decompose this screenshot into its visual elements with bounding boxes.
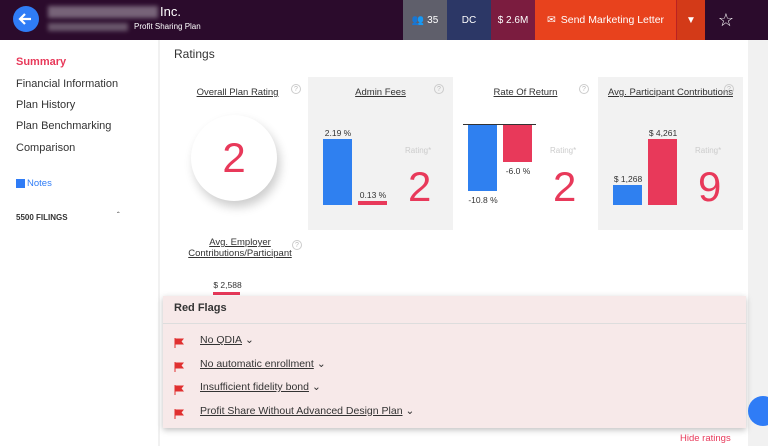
badge-text: DC <box>461 14 477 26</box>
badge-text: $ 2.6M <box>497 14 529 26</box>
fab[interactable] <box>748 396 768 426</box>
overall-rating: 2 <box>222 134 246 181</box>
badge-text: 35 <box>427 14 439 26</box>
blurred-name <box>48 6 158 18</box>
card-title: Avg. Employer Contributions/Participant <box>188 237 292 259</box>
chevron: ⌄ <box>311 381 321 393</box>
nav-item[interactable]: Comparison <box>16 142 76 154</box>
bar <box>358 201 387 205</box>
bar-label: -10.8 % <box>468 195 498 205</box>
rating-label: Rating* <box>550 146 577 155</box>
plan-type: Profit Sharing Plan <box>134 22 201 31</box>
bar-label: -6.0 % <box>505 165 531 176</box>
bar <box>323 139 352 205</box>
red-flag-item[interactable]: Insufficient fidelity bond ⌄ <box>200 381 321 393</box>
type-badge[interactable]: DC <box>447 0 491 40</box>
baseline <box>463 124 536 125</box>
flag-icon <box>174 406 185 419</box>
section-title: Ratings <box>174 47 215 61</box>
help-icon[interactable]: ? <box>292 240 302 250</box>
rating-label: Rating* <box>405 146 432 155</box>
rating: 2 <box>553 163 577 210</box>
red-flags-panel <box>163 296 746 428</box>
card-title: Avg. Participant Contributions <box>608 87 733 98</box>
blurred-id <box>48 23 128 31</box>
rating: 9 <box>698 163 722 210</box>
nav-item[interactable]: Financial Information <box>16 78 119 90</box>
help-icon[interactable]: ? <box>291 84 301 94</box>
nav-item[interactable]: Summary <box>16 56 67 68</box>
chevron: ⌄ <box>405 404 415 417</box>
card-title: Overall Plan Rating <box>196 87 279 98</box>
help-icon[interactable]: ? <box>724 84 734 94</box>
plan-title: Inc. <box>160 4 181 19</box>
help-icon[interactable]: ? <box>434 84 444 94</box>
send-letter-button[interactable]: ✉ Send Marketing Letter <box>535 0 676 40</box>
nav-item[interactable]: Plan History <box>16 99 76 111</box>
bar <box>503 125 532 162</box>
bar <box>613 185 642 205</box>
card-title: Rate Of Return <box>493 87 558 98</box>
flag-icon <box>174 382 185 395</box>
filings-toggle[interactable]: 5500 FILINGS <box>16 213 68 222</box>
bar <box>213 292 240 295</box>
help-icon[interactable]: ? <box>579 84 589 94</box>
red-flag-item[interactable]: No QDIA ⌄ <box>200 334 254 346</box>
bar-label: $ 4,261 <box>648 128 678 138</box>
nav-item[interactable]: Plan Benchmarking <box>16 120 112 132</box>
bar-label: 2.19 % <box>324 128 352 138</box>
red-flag-item[interactable]: Profit Share Without Advanced Design Pla… <box>200 404 415 417</box>
button-text: Send Marketing Letter <box>560 14 665 26</box>
rating-label: Rating* <box>695 146 722 155</box>
participants-badge[interactable]: 👥 35 <box>403 0 447 40</box>
assets-badge[interactable]: $ 2.6M <box>491 0 535 40</box>
bar <box>468 125 497 191</box>
card-title: Admin Fees <box>355 87 406 98</box>
flag-icon <box>174 335 185 348</box>
divider <box>163 323 746 324</box>
notes-link[interactable]: Notes <box>27 178 52 189</box>
chevron: ⌄ <box>245 334 254 346</box>
bar-label: $ 2,588 <box>213 280 242 290</box>
chevron: ⌄ <box>316 357 326 370</box>
dropdown-button[interactable]: ▼ <box>676 0 705 40</box>
bar <box>648 139 677 205</box>
bar-label: 0.13 % <box>359 190 387 201</box>
chevron: ˆ <box>117 211 120 220</box>
red-flags-title: Red Flags <box>174 302 227 314</box>
hide-ratings-link[interactable]: Hide ratings <box>680 433 731 444</box>
flag-icon <box>174 359 185 372</box>
star-button[interactable]: ☆ <box>717 9 735 30</box>
red-flag-item[interactable]: No automatic enrollment ⌄ <box>200 357 326 370</box>
back-button[interactable] <box>12 6 40 34</box>
notes-icon <box>16 179 25 188</box>
sidebar <box>0 40 158 446</box>
rating: 2 <box>408 163 432 210</box>
overall-circle: 2 <box>191 115 277 201</box>
bar-label: $ 1,268 <box>613 174 643 185</box>
